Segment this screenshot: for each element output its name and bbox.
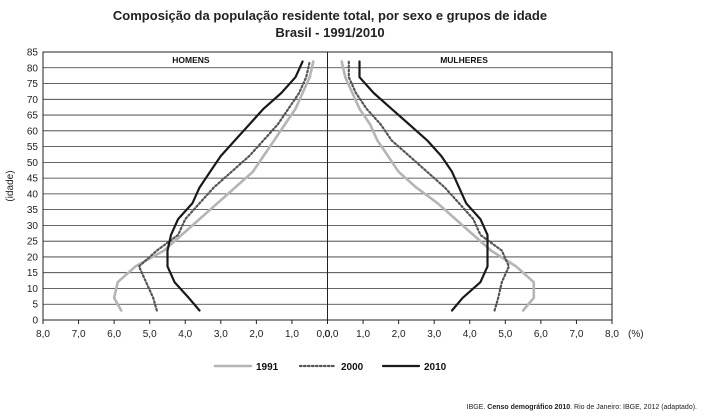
y-tick-label-0: 0 bbox=[32, 316, 38, 327]
axes: 0 5 10 15 20 25 30 35 40 45 50 55 60 65 70 75 80 85 8,0 7,0… bbox=[5, 48, 644, 341]
chart-title: Composição da população residente total,… bbox=[113, 8, 547, 23]
x-tick-label-15: 6,0 bbox=[534, 329, 548, 340]
panel-label-homens: HOMENS bbox=[172, 55, 210, 65]
x-tick-label-11: 2,0 bbox=[392, 329, 406, 340]
x-tick-label-13: 4,0 bbox=[463, 329, 477, 340]
legend-label-2000: 2000 bbox=[341, 362, 364, 373]
series-lines bbox=[112, 60, 536, 312]
source-rest: . Rio de Janeiro: IBGE, 2012 (adaptado). bbox=[570, 404, 697, 411]
x-tick-label-1: 7,0 bbox=[72, 329, 86, 340]
y-tick-label-25: 25 bbox=[27, 237, 39, 248]
series-2010-men-line bbox=[166, 60, 304, 312]
y-tick-label-15: 15 bbox=[27, 268, 39, 279]
y-tick-label-20: 20 bbox=[27, 252, 39, 263]
x-tick-label-7: 1,0 bbox=[285, 329, 299, 340]
series-1991-women-line bbox=[340, 60, 536, 312]
source-note: IBGE. Censo demográfico 2010. Rio de Jan… bbox=[467, 404, 697, 411]
x-tick-label-9: 0,0 bbox=[325, 329, 339, 340]
x-tick-label-10: 1,0 bbox=[356, 329, 370, 340]
y-tick-label-80: 80 bbox=[27, 63, 39, 74]
y-tick-label-30: 30 bbox=[27, 221, 39, 232]
source-title: Censo demográfico 2010 bbox=[487, 404, 571, 411]
x-tick-label-0: 8,0 bbox=[36, 329, 50, 340]
x-unit-label: (%) bbox=[628, 329, 644, 340]
x-tick-label-17: 8,0 bbox=[605, 329, 619, 340]
y-tick-label-10: 10 bbox=[27, 284, 39, 295]
x-tick-label-5: 3,0 bbox=[214, 329, 228, 340]
y-tick-label-5: 5 bbox=[32, 300, 38, 311]
x-tick-label-4: 4,0 bbox=[178, 329, 192, 340]
y-tick-label-45: 45 bbox=[27, 174, 39, 185]
legend-label-2010: 2010 bbox=[424, 362, 447, 373]
x-tick-label-8: 0,0 bbox=[317, 329, 331, 340]
panel-label-mulheres: MULHERES bbox=[440, 55, 488, 65]
x-tick-label-6: 2,0 bbox=[249, 329, 263, 340]
y-tick-label-65: 65 bbox=[27, 111, 39, 122]
x-tick-label-12: 3,0 bbox=[427, 329, 441, 340]
y-tick-label-85: 85 bbox=[27, 48, 39, 59]
x-tick-label-14: 5,0 bbox=[498, 329, 512, 340]
chart-subtitle: Brasil - 1991/2010 bbox=[275, 25, 384, 40]
series-2010-women-line bbox=[358, 60, 489, 312]
x-tick-label-3: 5,0 bbox=[143, 329, 157, 340]
y-tick-label-60: 60 bbox=[27, 126, 39, 137]
legend: 1991 2000 2010 bbox=[213, 362, 447, 373]
series-2000-men-line bbox=[137, 60, 311, 312]
source-prefix: IBGE. bbox=[466, 404, 486, 411]
y-tick-label-75: 75 bbox=[27, 79, 39, 90]
y-tick-label-50: 50 bbox=[27, 158, 39, 169]
series-2000-women-line bbox=[347, 60, 510, 312]
legend-label-1991: 1991 bbox=[256, 362, 279, 373]
y-axis-label: (idade) bbox=[5, 170, 16, 201]
x-tick-label-16: 7,0 bbox=[569, 329, 583, 340]
x-tick-label-2: 6,0 bbox=[107, 329, 121, 340]
y-tick-label-70: 70 bbox=[27, 95, 39, 106]
y-tick-label-55: 55 bbox=[27, 142, 39, 153]
y-tick-label-40: 40 bbox=[27, 189, 39, 200]
y-tick-label-35: 35 bbox=[27, 205, 39, 216]
series-1991-men-line bbox=[112, 60, 315, 312]
